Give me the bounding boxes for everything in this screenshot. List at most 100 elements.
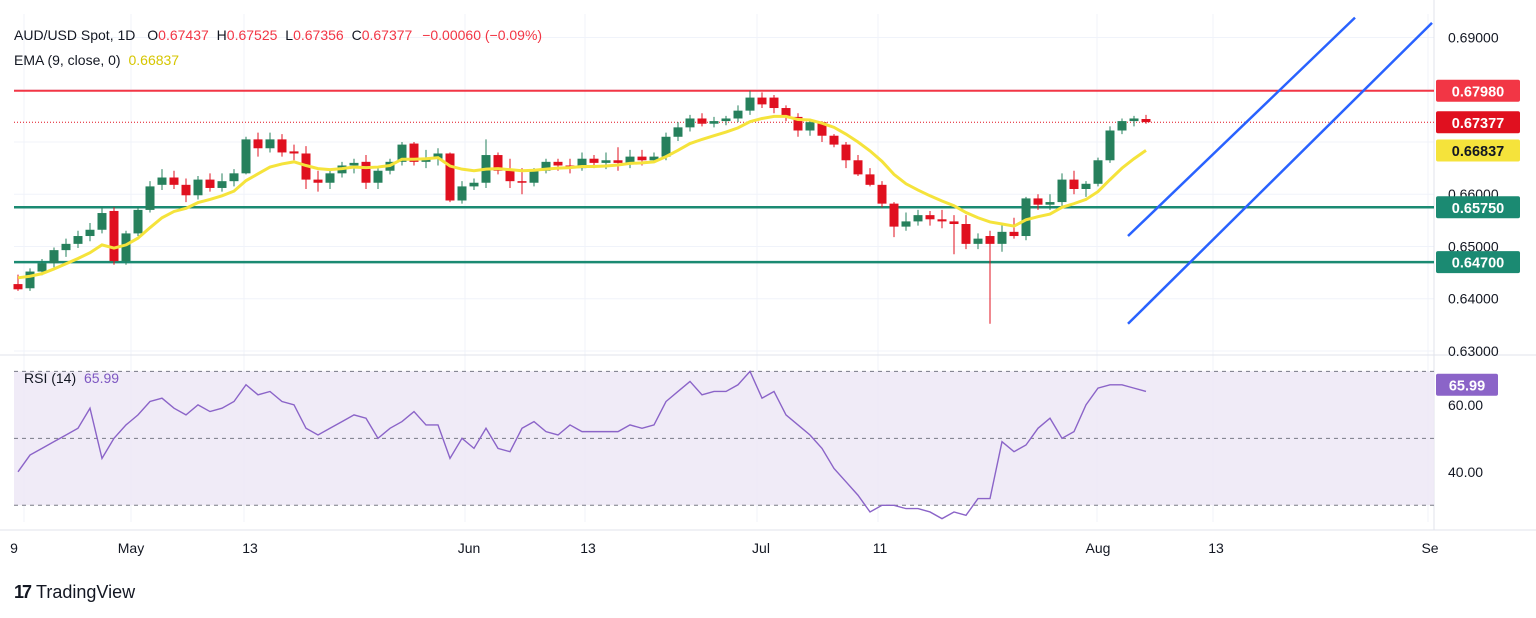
tradingview-branding[interactable]: 17 TradingView [14,582,135,603]
candle-body [145,186,155,210]
open-value: 0.67437 [158,27,209,43]
candle-body [361,161,371,183]
candle-body [733,110,743,119]
candle-body [757,97,767,105]
time-tick-label: Aug [1086,540,1111,556]
ema-legend: EMA (9, close, 0) 0.66837 [14,52,179,68]
rsi-legend: RSI (14) 65.99 [24,370,119,386]
candle-body [433,153,443,159]
price-tag-label: 0.66837 [1452,144,1504,160]
rsi-label: RSI (14) [24,370,77,386]
candle-body [1093,160,1103,184]
candle-body [85,229,95,237]
candle-body [217,181,227,188]
close-value: 0.67377 [361,27,413,43]
candle-body [193,179,203,196]
candle-body [709,121,719,124]
candle-body [409,143,419,162]
candle-body [985,236,995,244]
candle-body [457,186,467,201]
candle-body [949,221,959,225]
channel-lower-line [1127,21,1433,325]
candle-body [1117,121,1127,131]
candle-body [1129,118,1139,122]
candle-body [877,184,887,204]
rsi-line [17,370,1147,520]
price-tag [1436,196,1520,219]
ema-label: EMA (9, close, 0) [14,52,121,68]
time-tick-label: Se [1421,540,1438,556]
candle-body [109,210,119,262]
candle-body [1057,179,1067,203]
candle-body [781,108,791,117]
candle-body [61,243,71,251]
candle-body [901,221,911,227]
candle-body [529,170,539,183]
candle-body [325,173,335,183]
brand-name: TradingView [36,582,136,602]
candle-body [37,263,47,272]
candle-body [541,161,551,171]
candle-body [289,151,299,154]
candle-body [805,122,815,131]
open-label: O [147,27,159,43]
candle-body [373,170,383,183]
time-tick-label: Jun [458,540,481,556]
time-tick-label: May [118,540,144,556]
candle-body [445,153,455,201]
candle-body [121,233,131,262]
symbol-title: AUD/USD Spot, 1D [14,27,136,43]
symbol-ohlc-legend: AUD/USD Spot, 1D O0.67437 H0.67525 L0.67… [14,27,542,43]
candle-body [601,160,611,163]
candle-body [397,144,407,162]
tradingview-logo-icon: 17 [14,582,32,602]
time-tick-label: 13 [242,540,258,556]
candle-body [241,139,251,174]
candle-body [253,139,263,149]
rsi-tick-label: 60.00 [1448,397,1483,413]
price-tag-label: 0.67980 [1452,84,1504,100]
candle-body [625,156,635,163]
candle-body [73,236,83,244]
low-label: L [285,27,294,43]
rsi-tick-label: 40.00 [1448,464,1483,480]
time-tick-label: 11 [873,540,888,556]
rsi-value: 65.99 [84,370,120,386]
price-tag-label: 0.67377 [1452,116,1504,132]
candle-body [517,181,527,183]
price-tick-label: 0.65000 [1448,238,1499,254]
candle-body [493,155,503,171]
candle-body [961,224,971,244]
ema-value: 0.66837 [128,52,180,68]
candle-body [997,231,1007,244]
channel-upper-line [1127,16,1356,237]
candle-body [721,118,731,122]
candle-body [133,209,143,234]
candle-body [913,215,923,222]
time-tick-label: Jul [752,540,770,556]
price-tick-label: 0.63000 [1448,343,1499,359]
candle-body [1021,198,1031,237]
candle-body [205,179,215,188]
rsi-band [14,371,1434,506]
candle-body [1141,119,1151,123]
candle-body [1069,179,1079,190]
candle-body [469,182,479,187]
candle-body [589,158,599,163]
candle-body [853,160,863,175]
candle-body [349,162,359,166]
candle-body [685,118,695,128]
candle-body [745,97,755,111]
low-value: 0.67356 [293,27,344,43]
candle-body [577,158,587,169]
candle-body [865,174,875,185]
candle-body [313,179,323,183]
price-tag [1436,139,1520,162]
time-tick-label: 13 [580,540,596,556]
candle-body [25,271,35,289]
candle-body [697,118,707,124]
candle-body [265,139,275,149]
candle-body [1081,183,1091,190]
candle-body [1033,198,1043,205]
